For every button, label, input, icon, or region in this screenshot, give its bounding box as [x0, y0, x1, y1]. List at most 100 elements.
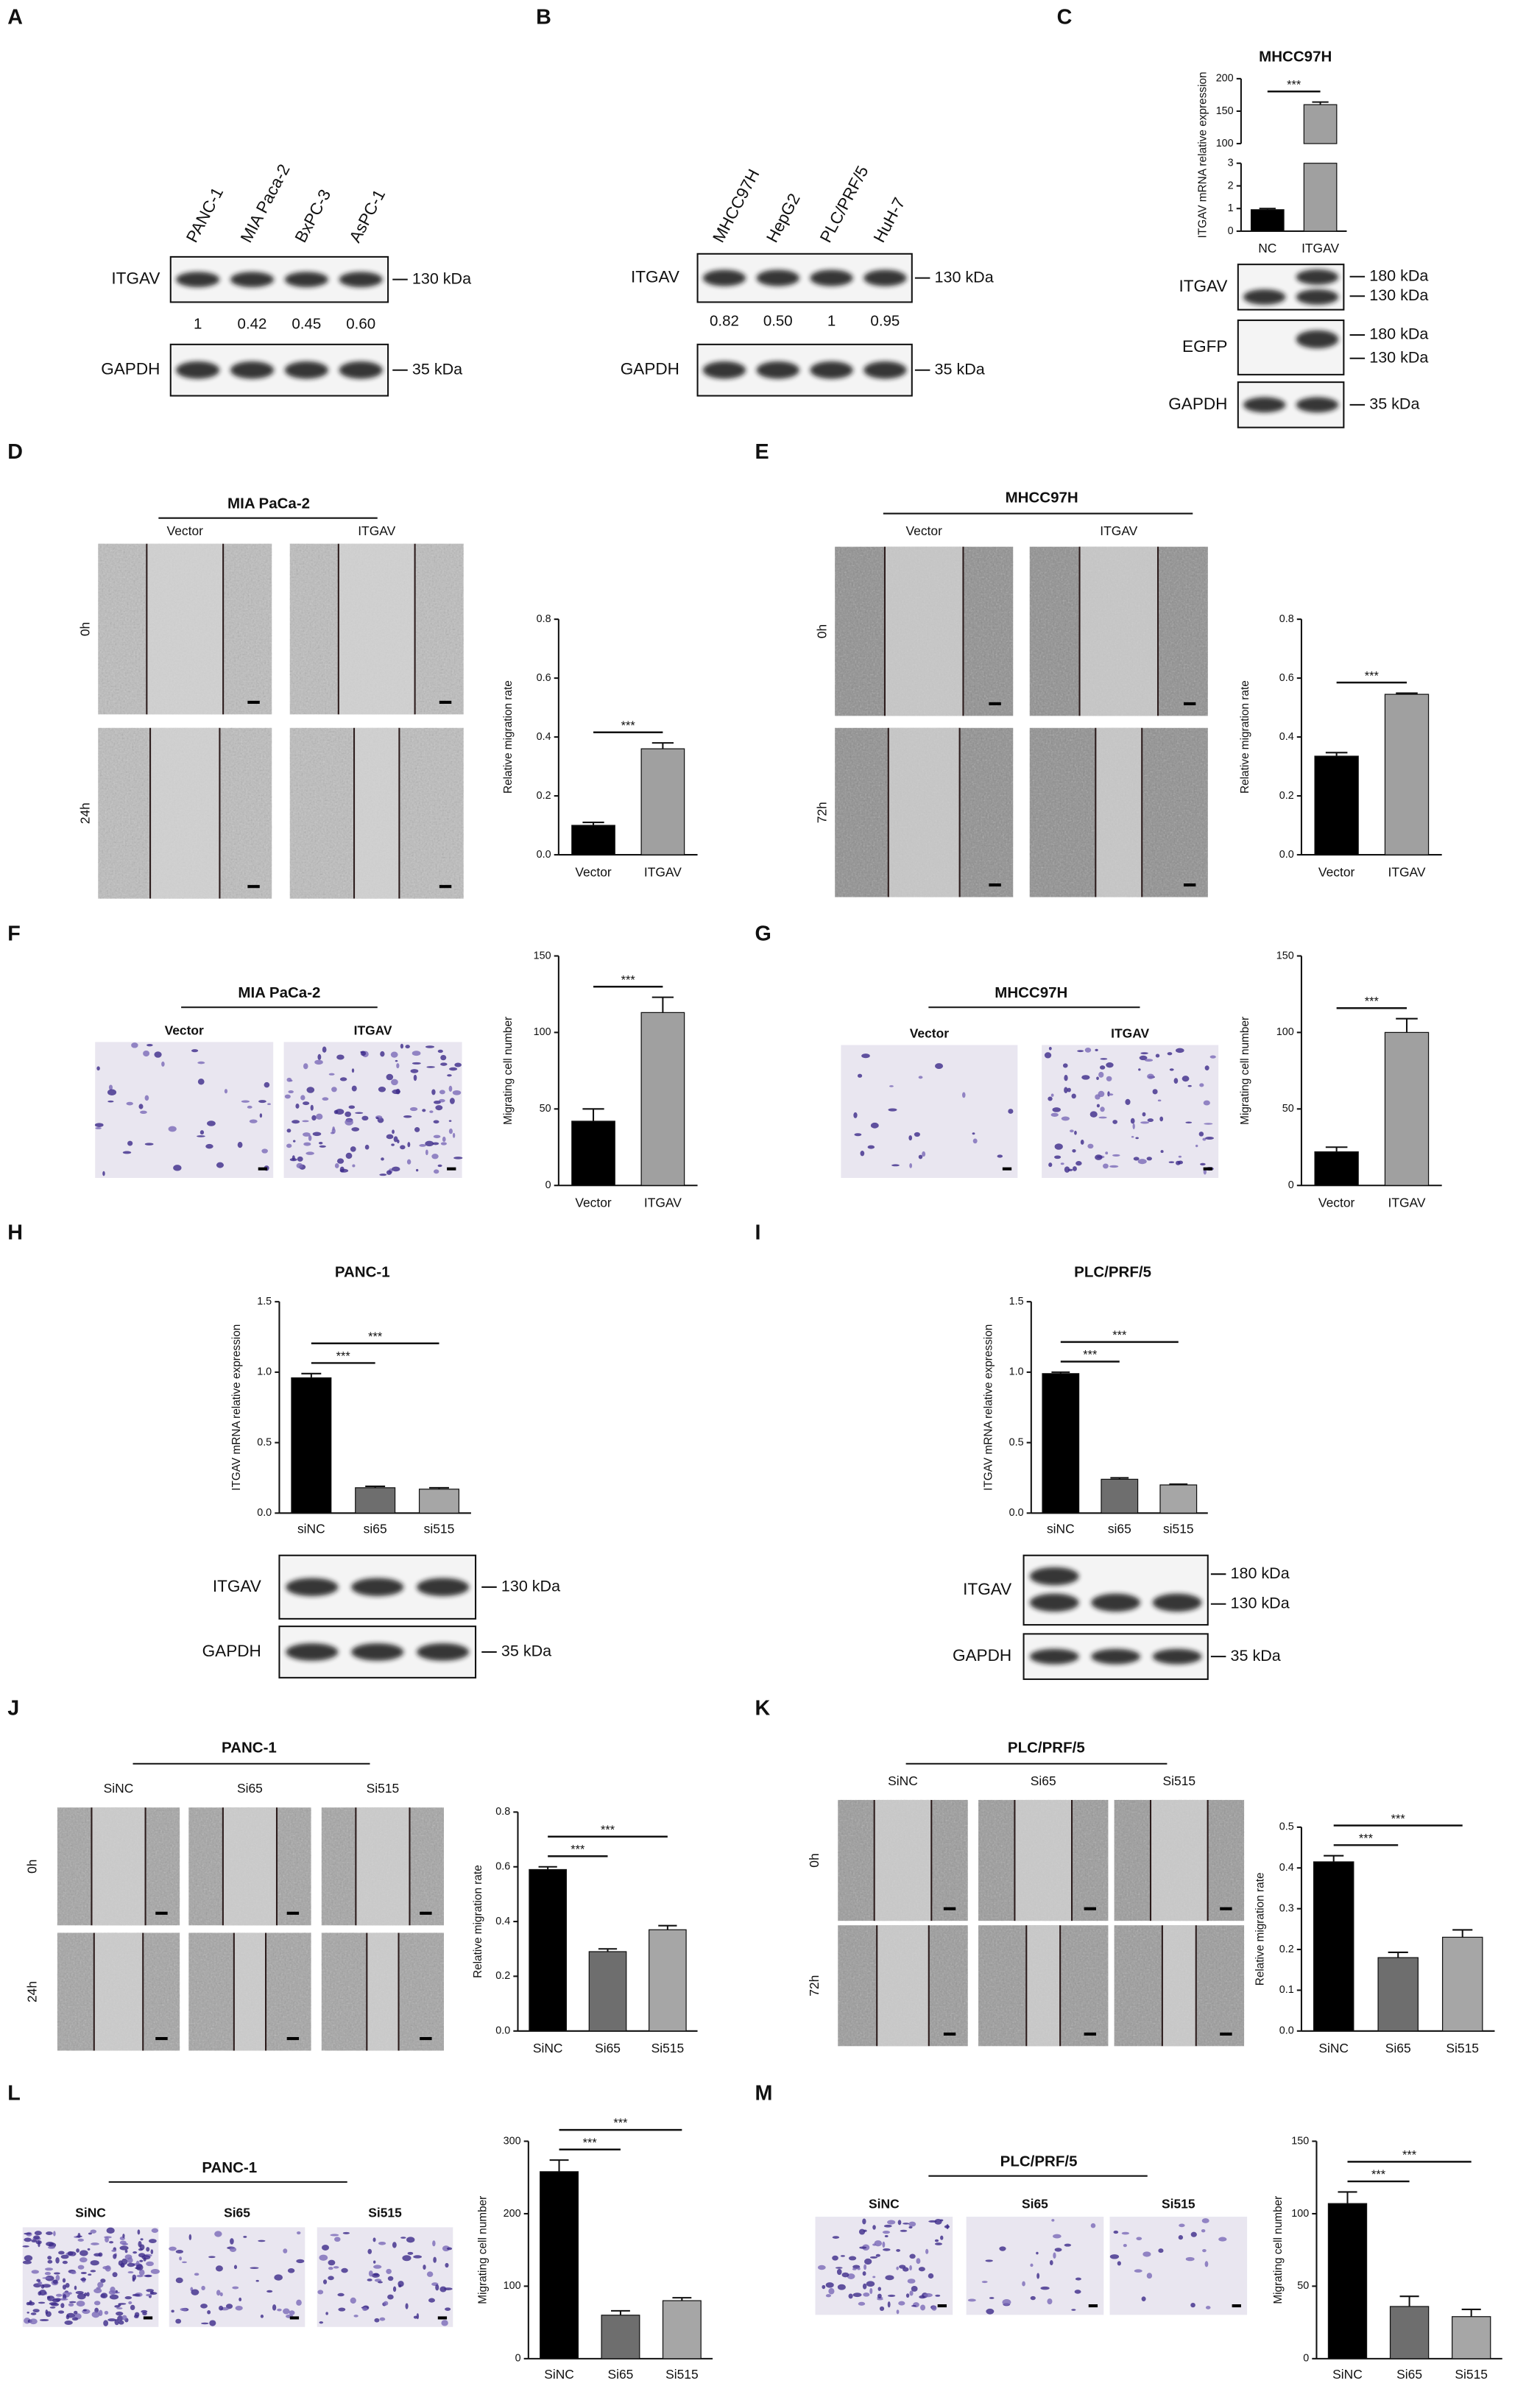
- scratch-gap: [877, 1925, 929, 2047]
- bar: [1250, 209, 1285, 232]
- scratch-image: [838, 1799, 968, 1921]
- stained-cell: [822, 2284, 826, 2290]
- stained-cell: [397, 1139, 400, 1144]
- bar: [649, 1929, 687, 2032]
- stained-cell: [319, 1145, 326, 1148]
- stained-cell: [1134, 2269, 1142, 2273]
- stained-cell: [859, 2246, 867, 2249]
- stained-cell: [407, 2251, 414, 2255]
- stained-cell: [65, 2283, 70, 2288]
- scratch-image: [1029, 727, 1208, 897]
- stained-cell: [905, 2293, 910, 2298]
- row-label: 72h: [807, 1975, 822, 1997]
- stained-cell: [877, 2293, 882, 2298]
- stained-cell: [860, 1151, 865, 1157]
- stained-cell: [431, 1089, 436, 1095]
- x-tick-label: SiNC: [544, 2367, 574, 2382]
- assay-title: MIA PaCa-2: [238, 984, 320, 1001]
- stained-cell: [62, 2278, 66, 2283]
- stained-cell: [1105, 1151, 1109, 1155]
- stained-cell: [142, 2312, 147, 2316]
- stained-cell: [888, 1108, 897, 1112]
- panel-label: J: [7, 1697, 19, 1720]
- stained-cell: [111, 2249, 117, 2252]
- stained-cell: [277, 2308, 282, 2312]
- bar: [1389, 2306, 1430, 2359]
- y-tick-label: 0.2: [537, 790, 551, 802]
- stained-cell: [1142, 1112, 1146, 1117]
- stained-cell: [1147, 1118, 1154, 1123]
- stained-cell: [140, 1110, 147, 1114]
- stained-cell: [934, 2218, 942, 2225]
- stained-cell: [1100, 1106, 1105, 1112]
- stained-cell: [1002, 2299, 1011, 2306]
- band-quantification: 0.60: [346, 316, 375, 333]
- size-marker: 130 kDa: [501, 1577, 560, 1595]
- stained-cell: [386, 2268, 392, 2274]
- error-bar: [582, 1108, 604, 1121]
- stained-cell: [62, 2260, 68, 2265]
- stained-cell: [93, 2301, 101, 2306]
- scratch-image: [835, 727, 1014, 897]
- band-quantification: 0.45: [292, 316, 321, 333]
- significance-label: ***: [613, 2117, 628, 2130]
- stained-cell: [30, 2312, 37, 2315]
- y-tick-label: 0.5: [1009, 1436, 1024, 1448]
- y-axis-label: Migrating cell number: [1272, 2196, 1285, 2304]
- stained-cell: [395, 1059, 398, 1062]
- stained-cell: [31, 2270, 39, 2274]
- stained-cell: [374, 2318, 380, 2323]
- stained-cell: [1125, 1098, 1131, 1105]
- error-bar: [1312, 101, 1329, 105]
- blot-band: [1091, 1593, 1141, 1612]
- stained-cell: [1071, 2309, 1076, 2311]
- stained-cell: [353, 2315, 358, 2318]
- stained-cell: [392, 2242, 397, 2248]
- panel-label: K: [755, 1697, 770, 1720]
- error-bar: [611, 2309, 630, 2315]
- significance-label: ***: [1359, 1832, 1374, 1845]
- stained-cell: [1075, 1161, 1082, 1166]
- stained-cell: [93, 2253, 102, 2257]
- stained-cell: [1036, 2273, 1040, 2279]
- stained-cell: [80, 2278, 87, 2281]
- stained-cell: [1141, 2296, 1146, 2301]
- stained-cell: [1218, 2237, 1227, 2242]
- stained-cell: [351, 1068, 355, 1073]
- bar: [1101, 1478, 1139, 1514]
- blot-row-label: GAPDH: [202, 1642, 261, 1660]
- x-tick-label: si65: [364, 1521, 387, 1536]
- stained-cell: [250, 2267, 259, 2269]
- stained-cell: [1198, 1132, 1204, 1137]
- stained-cell: [318, 1142, 323, 1145]
- blot-band: [1029, 1567, 1079, 1586]
- stained-cell: [396, 1063, 400, 1069]
- x-tick-label: Si65: [595, 2041, 621, 2055]
- blot-band: [339, 272, 383, 288]
- significance-label: ***: [1083, 1349, 1098, 1362]
- stained-cell: [342, 2231, 350, 2234]
- stained-cell: [402, 2255, 412, 2262]
- stained-cell: [284, 1094, 291, 1099]
- stained-cell: [867, 1145, 875, 1149]
- row-label: 24h: [78, 802, 93, 824]
- stained-cell: [103, 2320, 109, 2326]
- stained-cell: [918, 2267, 925, 2272]
- stained-cell: [243, 2235, 247, 2238]
- stained-cell: [869, 2256, 877, 2259]
- bar: [1314, 1151, 1359, 1186]
- y-tick-label: 0.5: [257, 1436, 272, 1448]
- error-bar: [1338, 2191, 1357, 2204]
- stained-cell: [94, 1123, 104, 1127]
- stained-cell: [121, 2242, 129, 2246]
- stained-cell: [47, 2256, 52, 2260]
- stained-cell: [1147, 1073, 1154, 1079]
- stained-cell: [207, 1120, 216, 1126]
- stained-cell: [131, 1042, 138, 1048]
- stained-cell: [44, 2272, 52, 2276]
- stained-cell: [1051, 2219, 1055, 2222]
- stained-cell: [73, 2310, 78, 2315]
- size-marker: 130 kDa: [1369, 348, 1428, 366]
- stained-cell: [940, 2235, 944, 2240]
- stained-cell: [345, 1111, 352, 1118]
